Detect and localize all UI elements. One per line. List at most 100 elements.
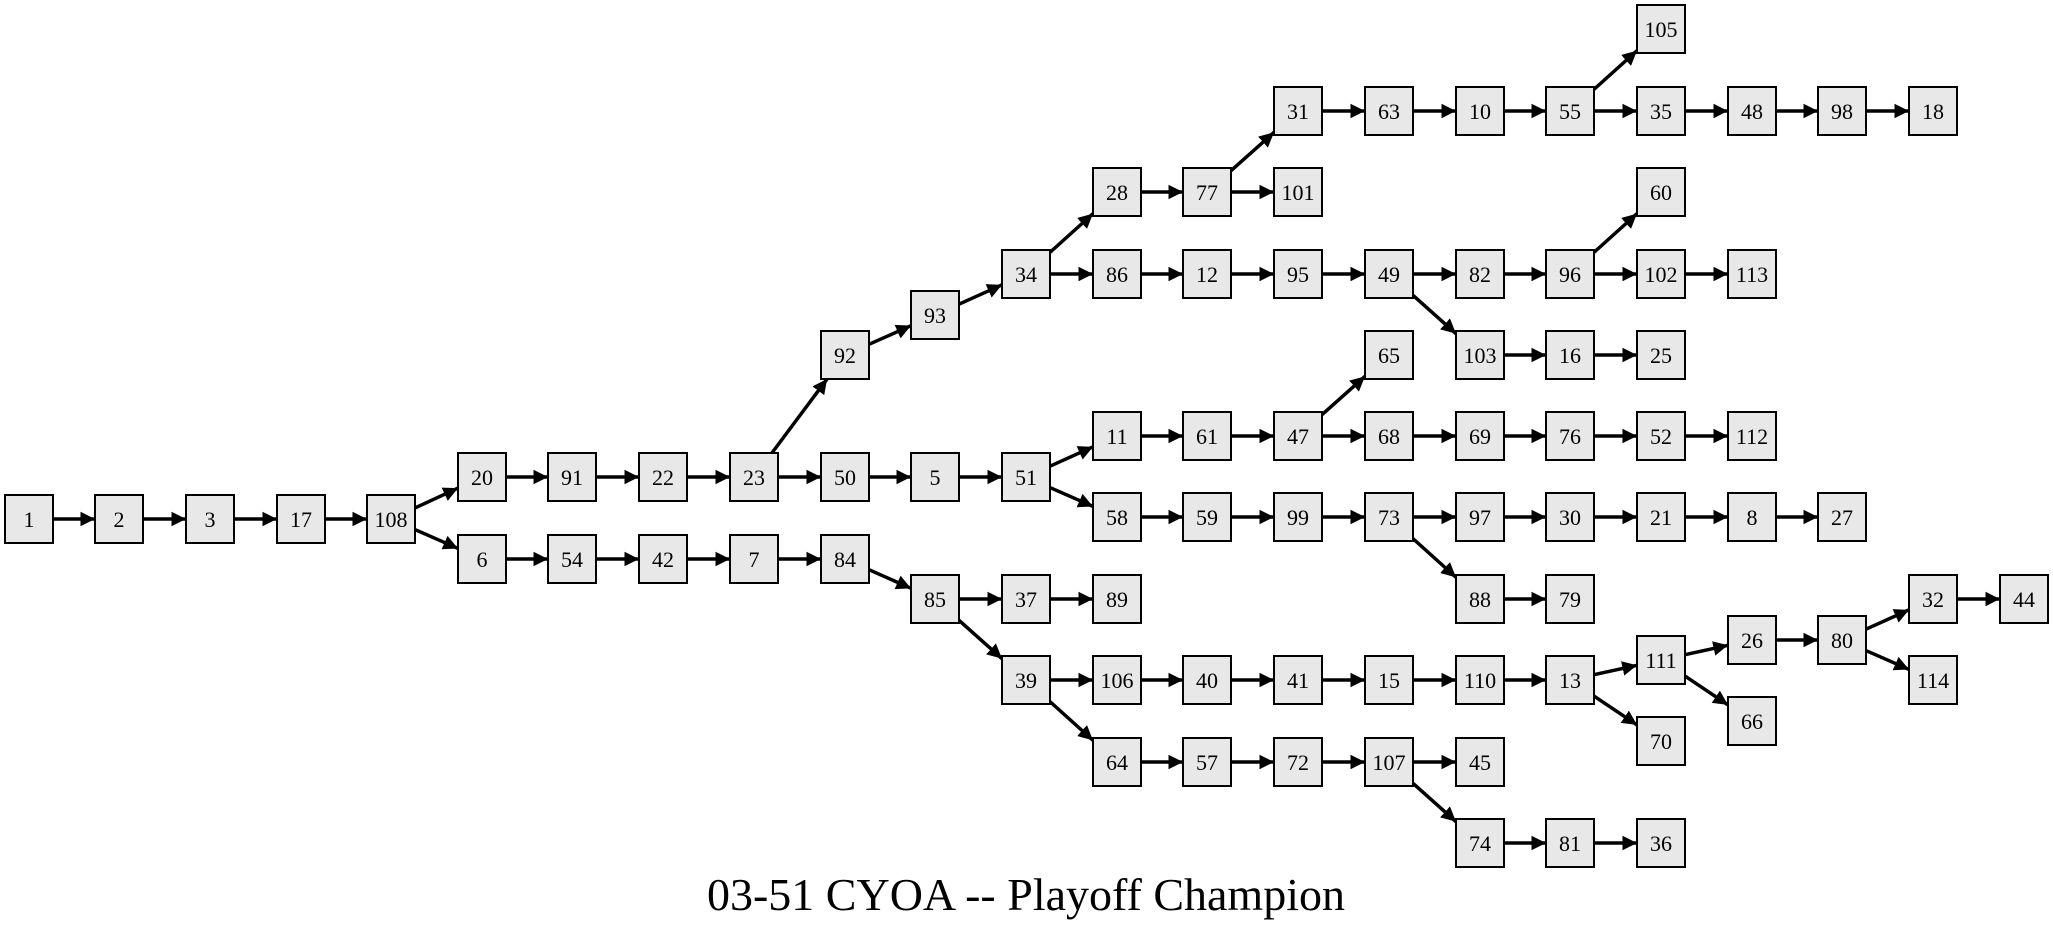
node-box [4,494,54,544]
node-label: 98 [1831,99,1853,124]
edge-47-65 [1320,375,1367,416]
node-box [638,452,688,502]
node-box [1545,249,1595,299]
node-box [1545,330,1595,380]
node-50: 50 [820,452,870,502]
node-label: 18 [1922,99,1944,124]
node-28: 28 [1092,167,1142,217]
node-box [910,290,960,340]
node-box [638,534,688,584]
node-45: 45 [1455,737,1505,787]
node-label: 36 [1650,831,1672,856]
node-label: 23 [743,465,765,490]
node-box [729,534,779,584]
node-73: 73 [1364,492,1414,542]
node-box [1182,655,1232,705]
node-label: 45 [1469,750,1491,775]
node-99: 99 [1273,492,1323,542]
node-11: 11 [1092,411,1142,461]
node-5: 5 [910,452,960,502]
node-box [1001,574,1051,624]
node-box [1545,818,1595,868]
node-label: 16 [1559,343,1581,368]
edge-111-26 [1684,641,1729,657]
node-102: 102 [1636,249,1686,299]
node-label: 57 [1196,750,1218,775]
node-box [1001,452,1051,502]
node-111: 111 [1636,635,1686,685]
node-label: 58 [1106,505,1128,530]
node-49: 49 [1364,249,1414,299]
edge-23-92 [770,377,829,455]
node-box [1908,655,1958,705]
node-label: 59 [1196,505,1218,530]
node-label: 48 [1741,99,1763,124]
node-box [1727,249,1777,299]
edge-51-58 [1049,485,1094,509]
node-box [1092,655,1142,705]
node-85: 85 [910,574,960,624]
node-box [1455,655,1505,705]
node-box [1636,330,1686,380]
node-label: 70 [1650,729,1672,754]
node-box [1455,86,1505,136]
node-box [1636,167,1686,217]
node-35: 35 [1636,86,1686,136]
node-label: 32 [1922,587,1944,612]
node-box [1727,411,1777,461]
edge-96-60 [1592,212,1639,254]
node-box [1273,167,1323,217]
node-label: 27 [1831,505,1853,530]
edge-77-31 [1229,131,1276,172]
edge-73-88 [1411,537,1458,579]
node-box [1455,574,1505,624]
node-2: 2 [94,494,144,544]
node-98: 98 [1817,86,1867,136]
node-108: 108 [366,494,416,544]
node-label: 51 [1015,465,1037,490]
node-label: 44 [2013,587,2035,612]
node-box [910,574,960,624]
node-41: 41 [1273,655,1323,705]
node-6: 6 [457,534,507,584]
node-61: 61 [1182,411,1232,461]
node-box [1455,818,1505,868]
node-96: 96 [1545,249,1595,299]
node-label: 108 [375,507,408,532]
node-box [547,534,597,584]
node-box [1273,411,1323,461]
node-label: 80 [1831,628,1853,653]
node-box [1182,737,1232,787]
node-label: 77 [1196,180,1218,205]
edge-111-66 [1684,674,1729,707]
node-15: 15 [1364,655,1414,705]
node-box [1545,574,1595,624]
node-57: 57 [1182,737,1232,787]
node-label: 37 [1015,587,1037,612]
node-box [366,494,416,544]
node-label: 49 [1378,262,1400,287]
node-label: 73 [1378,505,1400,530]
node-label: 63 [1378,99,1400,124]
node-70: 70 [1636,716,1686,766]
node-30: 30 [1545,492,1595,542]
node-box [1817,615,1867,665]
edge-34-28 [1048,212,1095,254]
node-label: 52 [1650,424,1672,449]
node-label: 54 [561,547,583,572]
node-64: 64 [1092,737,1142,787]
node-106: 106 [1092,655,1142,705]
node-37: 37 [1001,574,1051,624]
node-label: 2 [114,507,125,532]
node-label: 101 [1282,180,1315,205]
node-box [1364,411,1414,461]
node-box [1636,492,1686,542]
node-box [1182,167,1232,217]
node-55: 55 [1545,86,1595,136]
node-box [1636,716,1686,766]
edge-13-70 [1593,694,1638,727]
node-label: 1 [24,507,35,532]
node-box [1182,492,1232,542]
node-label: 112 [1736,424,1768,449]
node-label: 25 [1650,343,1672,368]
